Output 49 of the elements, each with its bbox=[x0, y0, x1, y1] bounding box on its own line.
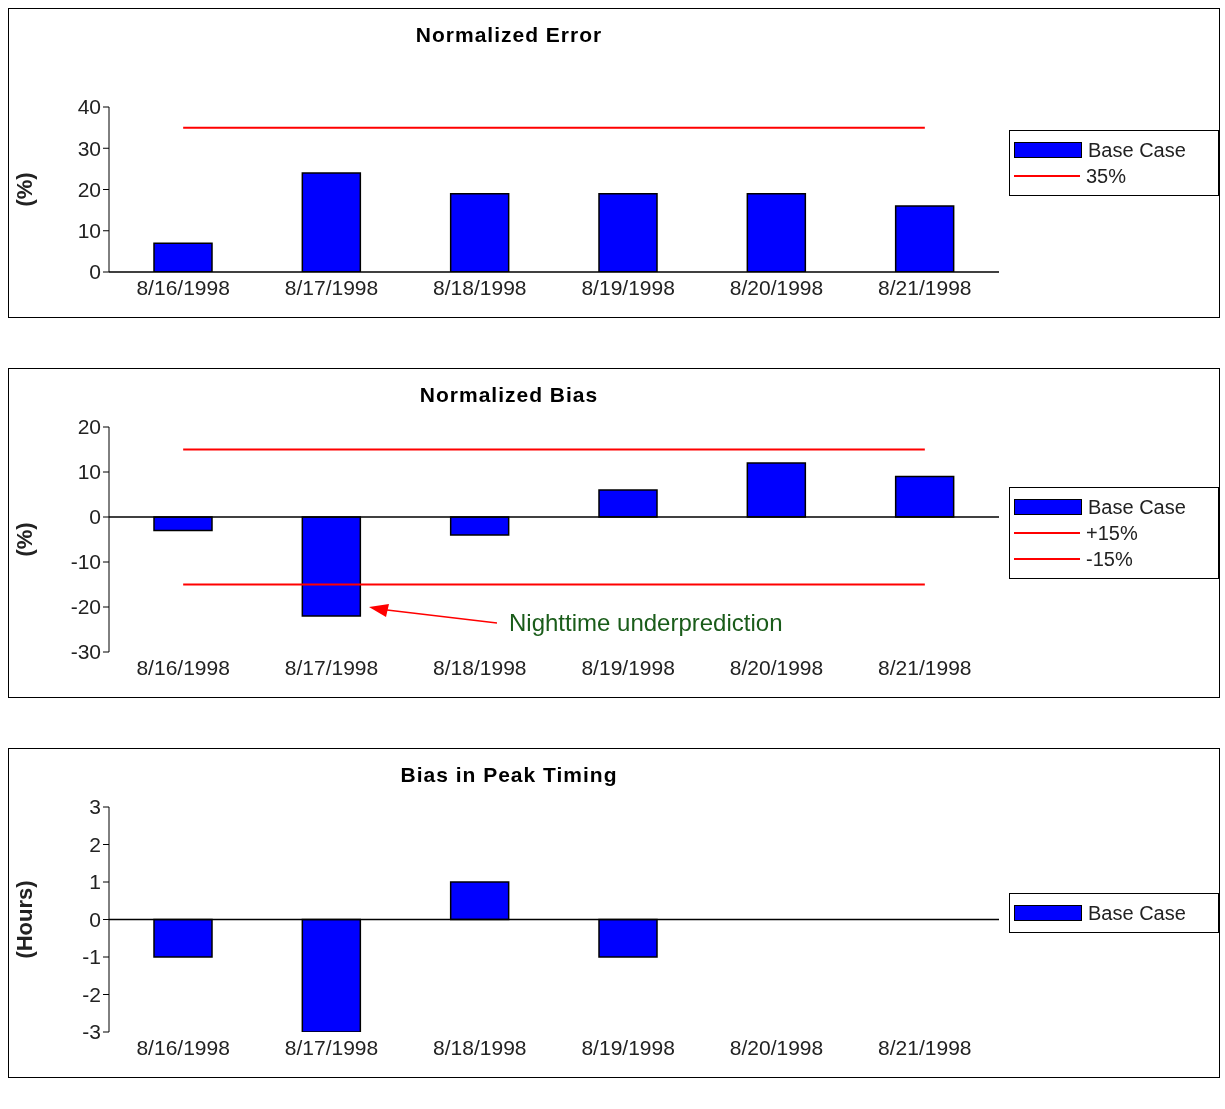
y-tick-label: 1 bbox=[89, 870, 101, 894]
legend-label: -15% bbox=[1086, 547, 1133, 572]
x-tick-label: 8/20/1998 bbox=[729, 655, 824, 679]
y-tick-label: 10 bbox=[77, 219, 101, 243]
y-tick-label: 0 bbox=[89, 907, 101, 931]
y-tick-label: 20 bbox=[77, 177, 101, 201]
x-tick-label: 8/19/1998 bbox=[581, 275, 675, 299]
legend-label: Base Case bbox=[1088, 901, 1186, 926]
y-tick-label: 20 bbox=[77, 415, 101, 439]
y-tick-label: -3 bbox=[82, 1020, 101, 1044]
x-tick-label: 8/21/1998 bbox=[878, 275, 972, 299]
y-tick-label: 30 bbox=[77, 136, 101, 160]
y-tick-label: -1 bbox=[82, 945, 101, 969]
x-tick-label: 8/16/1998 bbox=[136, 655, 230, 679]
y-tick-label: 3 bbox=[89, 795, 101, 819]
annotation: Nighttime underprediction bbox=[509, 609, 783, 637]
legend-label: 35% bbox=[1086, 164, 1127, 189]
y-tick-label: -2 bbox=[82, 982, 101, 1006]
chart-title: Normalized Bias bbox=[418, 383, 600, 407]
y-tick-label: -30 bbox=[70, 640, 101, 664]
x-tick-label: 8/19/1998 bbox=[581, 655, 675, 679]
legend-label: Base Case bbox=[1088, 495, 1186, 520]
x-tick-label: 8/18/1998 bbox=[433, 1035, 527, 1059]
y-tick-label: -20 bbox=[70, 595, 101, 619]
x-tick-label: 8/21/1998 bbox=[878, 1035, 972, 1059]
legend-label: Base Case bbox=[1088, 138, 1186, 163]
chart-title: Bias in Peak Timing bbox=[399, 763, 619, 787]
y-axis-title: (Hours) bbox=[11, 880, 37, 959]
y-tick-label: 0 bbox=[89, 505, 101, 529]
y-axis-title: (%) bbox=[11, 172, 37, 207]
legend-label: +15% bbox=[1086, 521, 1138, 546]
x-tick-label: 8/16/1998 bbox=[136, 1035, 230, 1059]
x-tick-label: 8/18/1998 bbox=[433, 655, 527, 679]
x-tick-label: 8/16/1998 bbox=[136, 275, 230, 299]
x-tick-label: 8/21/1998 bbox=[878, 655, 972, 679]
x-tick-label: 8/19/1998 bbox=[581, 1035, 675, 1059]
x-tick-label: 8/20/1998 bbox=[729, 275, 824, 299]
y-axis-title: (%) bbox=[11, 522, 37, 557]
x-tick-label: 8/17/1998 bbox=[284, 655, 379, 679]
x-tick-label: 8/17/1998 bbox=[284, 275, 379, 299]
x-tick-label: 8/20/1998 bbox=[729, 1035, 824, 1059]
x-tick-label: 8/17/1998 bbox=[284, 1035, 379, 1059]
y-tick-label: 40 bbox=[77, 95, 101, 119]
y-tick-label: 10 bbox=[77, 460, 101, 484]
y-tick-label: 0 bbox=[89, 260, 101, 284]
chart-title: Normalized Error bbox=[414, 23, 604, 47]
x-tick-label: 8/18/1998 bbox=[433, 275, 527, 299]
y-tick-label: 2 bbox=[89, 832, 101, 856]
y-tick-label: -10 bbox=[70, 550, 101, 574]
